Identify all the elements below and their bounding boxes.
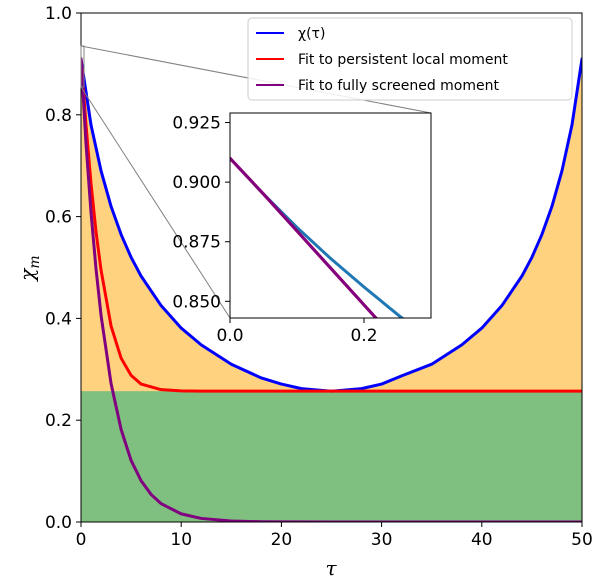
main-plot-area: 0 10 20 30 40 50 0.0 0.2 0.4 0.6 0.8 1.0 (45, 4, 593, 550)
x-tick-label: 50 (571, 530, 593, 550)
zoom-region-box (80, 45, 85, 88)
legend-box (247, 17, 573, 101)
y-tick-label: 1.0 (45, 4, 72, 24)
inset-y-tick-label: 0.875 (172, 233, 221, 253)
y-tick-label: 0.6 (45, 208, 72, 228)
legend: χ(τ) Fit to persistent local moment Fit to… (247, 17, 573, 101)
legend-label-series-0: χ(τ) (298, 26, 325, 42)
x-tick-label: 30 (371, 530, 393, 550)
x-tick-label: 0 (76, 530, 87, 550)
main-plot-frame (80, 12, 583, 523)
y-axis-label-sub: m (27, 255, 43, 268)
y-axis-label: χm (15, 255, 43, 282)
inset-y-tick-label: 0.900 (172, 173, 221, 193)
y-tick-label: 0.0 (45, 513, 72, 533)
inset-background (230, 113, 431, 318)
x-tick-label: 40 (471, 530, 493, 550)
series-line-fit-to-persistent-local-moment (81, 57, 582, 393)
inset-y-tick-label: 0.850 (172, 292, 221, 312)
inset-series-line-fit-to-fully-screened-moment (230, 156, 378, 318)
inset-x-tick-label: 0.0 (216, 326, 243, 346)
y-tick-label: 0.2 (45, 411, 72, 431)
x-tick-label: 10 (170, 530, 192, 550)
y-tick-label: 0.4 (45, 309, 72, 329)
y-tick-label: 0.8 (45, 106, 72, 126)
inset-x-axis: 0.0 0.2 (216, 318, 378, 346)
inset-y-axis: 0.850 0.875 0.900 0.925 (172, 114, 230, 312)
inset-series-group (230, 156, 405, 318)
x-tick-label: 20 (271, 530, 293, 550)
inset-x-tick-label: 0.2 (350, 326, 377, 346)
x-axis-label: τ (325, 556, 337, 580)
green-region (81, 391, 582, 522)
inset-frame (229, 112, 432, 319)
y-axis-label-main: χ (15, 267, 39, 283)
inset-y-tick-label: 0.925 (172, 114, 221, 134)
inset-plot: 0.0 0.2 0.850 0.875 0.900 0.925 (172, 112, 432, 346)
legend-label-fit-to-fully-screened-moment: Fit to fully screened moment (298, 78, 500, 94)
zoom-connector-bottom (80, 86, 231, 319)
legend-label-fit-to-persistent-local-moment: Fit to persistent local moment (298, 52, 508, 68)
main-y-axis: 0.0 0.2 0.4 0.6 0.8 1.0 (45, 4, 81, 533)
main-x-axis: 0 10 20 30 40 50 (76, 522, 593, 550)
